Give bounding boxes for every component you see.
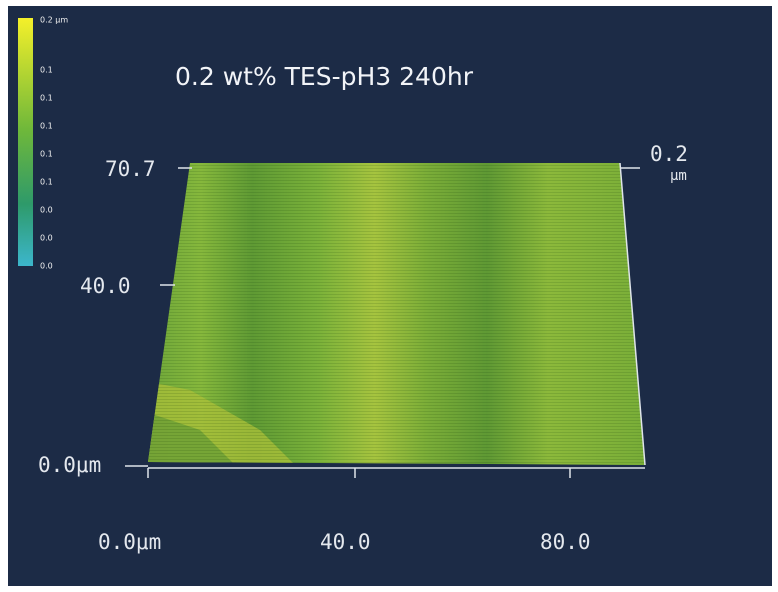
- color-bar-label: 0.1: [40, 178, 53, 187]
- color-bar-label: 0.1: [40, 94, 53, 103]
- z-unit: μm: [670, 168, 687, 184]
- z-tick-label: 0.2: [650, 142, 688, 166]
- x-tick-label: 0.0μm: [98, 530, 161, 554]
- color-bar-label: 0.1: [40, 122, 53, 131]
- title: 0.2 wt% TES-pH3 240hr: [175, 62, 474, 91]
- y-tick-label: 0.0μm: [38, 453, 101, 477]
- color-bar: [18, 18, 33, 266]
- surface: [140, 160, 650, 470]
- y-tick-label: 70.7: [105, 157, 156, 181]
- x-tick-label: 80.0: [540, 530, 591, 554]
- color-bar-label: 0.0: [40, 262, 53, 271]
- afm-view: 0.2 μm 0.1 0.1 0.1 0.1 0.1 0.0 0.0 0.0 0.2 wt% T…: [0, 0, 778, 592]
- color-bar-label: 0.0: [40, 206, 53, 215]
- y-tick-label: 40.0: [80, 274, 131, 298]
- color-bar-label: 0.1: [40, 150, 53, 159]
- color-bar-label: 0.2 μm: [40, 16, 68, 25]
- x-tick-label: 40.0: [320, 530, 371, 554]
- color-bar-label: 0.0: [40, 234, 53, 243]
- color-bar-label: 0.1: [40, 66, 53, 75]
